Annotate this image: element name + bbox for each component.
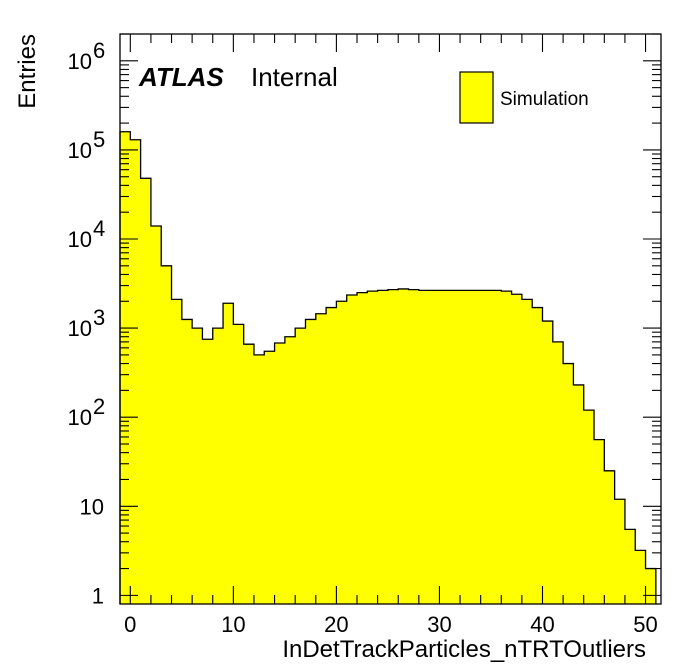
x-axis-title: InDetTrackParticles_nTRTOutliers [282,636,646,663]
histogram-bar [233,324,245,604]
histogram-bar [315,313,327,604]
histogram-bar [120,131,131,604]
histogram-bar [573,384,585,604]
histogram-bar [480,290,492,604]
y-tick-label: 10 [68,405,92,430]
y-axis-title: Entries [14,34,41,109]
legend-label: Simulation [500,89,589,110]
histogram-bar [284,336,296,604]
histogram-bar [552,341,564,604]
histogram-bar [408,289,420,604]
histogram-bar [418,290,430,604]
y-tick-exponent: 3 [93,305,105,330]
y-tick-exponent: 2 [93,394,105,419]
histogram-bar [635,550,646,604]
histogram-bar [253,354,265,604]
histogram-bar [212,328,224,604]
histogram-bar [542,321,554,604]
x-tick-label: 40 [530,612,554,637]
histogram-bar [336,301,348,604]
histogram-bar [274,343,286,604]
y-tick-label: 10 [68,227,92,252]
histogram-bar [501,291,512,604]
y-tick-label: 10 [68,49,92,74]
histogram-bar [192,328,203,604]
histogram-bar [583,410,595,604]
histogram-bar [202,339,214,604]
plot-frame [119,33,662,605]
histogram-bar [594,439,605,604]
y-tick-label: 10 [68,316,92,341]
histogram-bar [398,288,409,604]
y-tick-exponent: 5 [93,127,105,152]
x-tick-label: 20 [324,612,348,637]
histogram-bar [429,290,440,604]
x-tick-label: 30 [427,612,451,637]
histogram-bar [521,299,533,604]
histogram-bar [449,290,461,604]
histogram-bar [326,307,337,604]
histogram-bar [624,529,636,604]
y-tick-exponent: 6 [93,38,105,63]
histogram-bar [161,265,172,604]
y-tick-label: 10 [68,138,92,163]
histogram-bar [171,299,183,604]
histogram-bar [264,351,275,604]
histogram-bar [387,289,399,604]
axis-ticks [120,33,661,604]
histogram-bar [460,290,471,604]
histogram-bar [223,303,234,604]
histogram-bar [490,290,502,604]
histogram-bar [130,139,142,604]
x-tick-label: 50 [633,612,657,637]
histogram-bar [140,178,152,604]
histogram-bar [604,470,616,604]
histogram-bars [120,131,657,605]
histogram-bar [614,499,626,604]
histogram-bar [346,295,358,604]
histogram-bar [563,363,574,604]
y-tick-label: 10 [80,494,104,519]
x-tick-label: 0 [124,612,136,637]
histogram-bar [645,568,657,604]
y-tick-label: 1 [92,583,104,608]
histogram-bar [377,290,389,604]
histogram-bar [532,307,543,604]
histogram-bar [357,292,368,604]
histogram-bar [295,328,306,604]
y-tick-exponent: 4 [93,216,105,241]
histogram-bar [243,344,255,604]
histogram-bar [150,225,162,605]
histogram-outline [119,131,657,604]
histogram-bar [305,319,317,604]
legend-swatch [459,71,494,124]
histogram-bar [367,291,379,604]
histogram-bar [511,294,523,604]
histogram-bar [439,290,451,604]
histogram-bar [181,319,193,604]
x-tick-label: 10 [221,612,245,637]
histogram-bar [470,290,482,604]
internal-label: Internal [251,62,338,92]
atlas-label: ATLAS [138,62,224,92]
